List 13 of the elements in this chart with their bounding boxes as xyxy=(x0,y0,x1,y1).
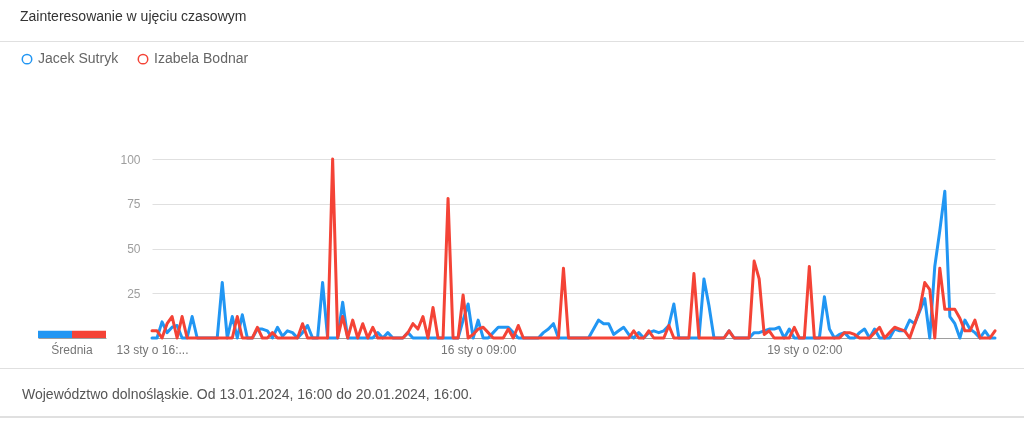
x-tick-label: Średnia xyxy=(51,341,93,357)
legend-label: Izabela Bodnar xyxy=(154,50,249,67)
text: Województwo dolnośląskie. Od 13.01.2024, 16:00 do 20.01.2024, 16:00. xyxy=(22,386,473,402)
legend-label: Jacek Sutryk xyxy=(38,50,120,67)
y-tick-label: 100 xyxy=(120,152,141,167)
y-tick-label: 25 xyxy=(127,286,141,301)
x-tick-label: 19 sty o 02:00 xyxy=(767,342,843,357)
x-tick-label: 16 sty o 09:00 xyxy=(440,342,517,357)
line-series xyxy=(150,157,997,340)
y-tick-label: 50 xyxy=(127,242,141,256)
y-tick-label: 75 xyxy=(127,197,141,212)
x-tick-label: 13 sty o 16:... xyxy=(116,342,189,357)
chart-title: Zainteresowanie w ujęciu czasowym xyxy=(20,8,247,24)
